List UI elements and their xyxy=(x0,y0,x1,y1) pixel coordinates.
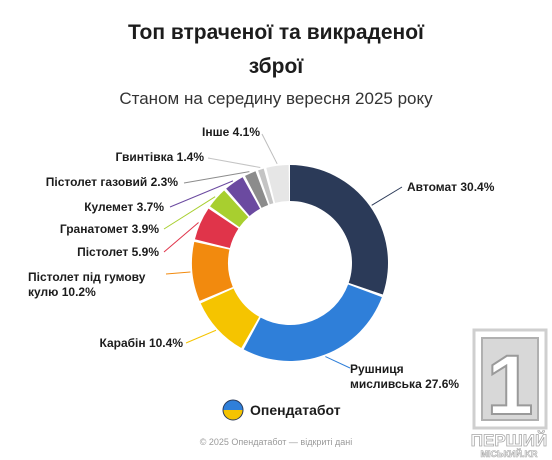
slice-кулемет xyxy=(226,177,261,216)
label-рушниця-мисливська: Рушниця мисливська 27.6% xyxy=(350,362,459,391)
leader-line-гвинтівка xyxy=(207,157,261,169)
chart-title-line-1: Топ втраченої та викраденої xyxy=(128,21,424,44)
label-пістолет-газовий: Пістолет газовий 2.3% xyxy=(46,175,179,189)
leader-line-рушниця-мисливська xyxy=(325,356,351,369)
chart-subtitle: Станом на середину вересня 2025 року xyxy=(119,89,433,108)
slice-карабін xyxy=(200,288,260,349)
watermark-logo: 1 ПЕРШИЙ МІСЬКИЙ.KR xyxy=(470,328,548,458)
label-автомат: Автомат 30.4% xyxy=(407,180,495,194)
leader-line-пістолет xyxy=(163,222,199,253)
label-пістолет: Пістолет 5.9% xyxy=(77,245,159,259)
label-інше: Інше 4.1% xyxy=(202,125,260,139)
slice-інше xyxy=(266,165,290,203)
leader-line-кулемет xyxy=(169,180,234,208)
slice-гвинтівка xyxy=(258,168,274,205)
slice-автомат xyxy=(290,165,388,295)
chart-title: Топ втраченої та викраденої зброї xyxy=(0,16,552,84)
chart-title-line-2: зброї xyxy=(248,55,304,78)
label-гранатомет: Гранатомет 3.9% xyxy=(60,222,159,236)
label-кулемет: Кулемет 3.7% xyxy=(84,200,164,214)
leader-line-автомат xyxy=(371,186,403,206)
slice-пістолет-під-гумову-кулю xyxy=(192,241,233,301)
label-гвинтівка: Гвинтівка 1.4% xyxy=(116,150,205,164)
leader-line-інше xyxy=(261,133,278,165)
label-карабін: Карабін 10.4% xyxy=(99,336,183,350)
leader-line-пістолет-газовий xyxy=(183,171,250,184)
footer-copyright: © 2025 Опендатабот — відкриті дані xyxy=(199,437,353,447)
slice-рушниця-мисливська xyxy=(243,284,382,361)
brand: Опендатабот xyxy=(222,399,341,421)
leader-line-гранатомет xyxy=(163,196,216,230)
slice-гранатомет xyxy=(210,190,249,228)
opendatabot-logo-icon xyxy=(222,399,244,421)
watermark-line-2: МІСЬКИЙ.KR xyxy=(481,448,538,458)
slice-пістолет xyxy=(194,208,239,248)
slice-пістолет-газовий xyxy=(245,171,269,208)
leader-line-пістолет-під-гумову-кулю xyxy=(165,271,191,275)
watermark-digit: 1 xyxy=(487,338,534,432)
watermark-line-1: ПЕРШИЙ xyxy=(471,431,547,450)
label-пістолет-під-гумову-кулю: Пістолет під гумову кулю 10.2% xyxy=(28,270,146,299)
leader-line-карабін xyxy=(185,329,217,344)
brand-name: Опендатабот xyxy=(250,402,341,418)
